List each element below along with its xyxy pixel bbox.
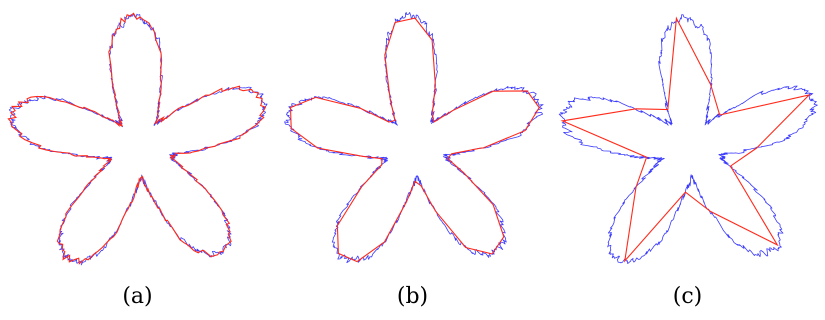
panel-b-caption: (b) — [396, 284, 429, 309]
panel-b-drawing — [284, 12, 544, 263]
noisy-contour-b — [284, 12, 544, 263]
panel-c-drawing — [558, 14, 818, 264]
panel-a-caption: (a) — [122, 284, 153, 309]
noisy-contour-c — [558, 14, 818, 264]
polygonal-approximation-c — [560, 16, 811, 263]
panel-b: (b) — [275, 0, 550, 320]
polygonal-approximation-a — [7, 12, 267, 265]
panel-c-caption: (c) — [672, 284, 703, 309]
polygonal-approximation-b — [289, 17, 540, 263]
panel-a-drawing — [7, 12, 268, 266]
noisy-contour-a — [8, 13, 268, 266]
panel-c: (c) — [550, 0, 825, 320]
panel-a: (a) — [0, 0, 275, 320]
